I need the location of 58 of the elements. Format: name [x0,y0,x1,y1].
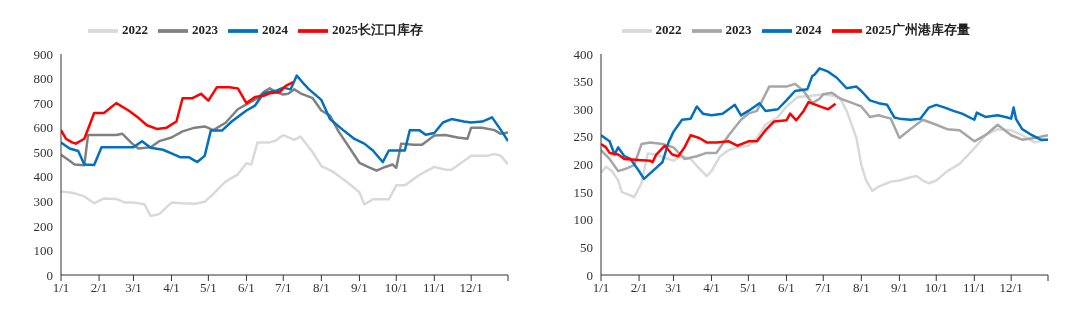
x-tick-label: 12/1 [999,280,1023,296]
x-tick-label: 5/1 [740,280,757,296]
x-tick-label: 10/1 [384,280,408,296]
x-tick-label: 3/1 [125,280,142,296]
x-tick-label: 6/1 [778,280,795,296]
y-tick-label: 600 [33,120,53,136]
x-tick-label: 5/1 [200,280,217,296]
y-tick-label: 700 [33,95,53,111]
x-tick-label: 11/1 [423,280,446,296]
y-tick-label: 0 [46,267,53,283]
x-tick-label: 2/1 [630,280,648,296]
legend-label: 2023 [192,21,218,37]
x-tick-label: 1/1 [592,280,610,296]
y-tick-label: 800 [33,71,53,87]
x-tick-label: 4/1 [703,280,720,296]
y-tick-label: 150 [573,184,593,200]
y-tick-label: 500 [33,144,53,160]
y-tick-label: 300 [33,193,53,209]
y-tick-label: 100 [573,212,593,228]
x-tick-label: 10/1 [924,280,948,296]
y-tick-label: 400 [33,169,53,185]
y-tick-label: 300 [573,101,593,117]
x-tick-label: 4/1 [163,280,180,296]
legend-label: 2022 [122,21,148,37]
x-tick-label: 1/1 [52,280,70,296]
y-tick-label: 200 [573,157,593,173]
x-tick-label: 7/1 [814,280,832,296]
legend-label: 2023 [725,21,752,37]
y-tick-label: 900 [33,46,53,62]
x-tick-label: 12/1 [459,280,483,296]
x-tick-label: 2/1 [90,280,108,296]
legend-label: 2025长江口库存 [332,21,423,37]
x-tick-label: 3/1 [665,280,682,296]
legend-label: 2024 [262,21,288,37]
legend-label: 2024 [795,21,822,37]
x-tick-label: 11/1 [963,280,986,296]
y-tick-label: 350 [573,74,593,90]
x-tick-label: 9/1 [891,280,908,296]
line-series [601,100,837,164]
line-series [61,74,508,167]
x-tick-label: 9/1 [351,280,368,296]
legend-label: 2022 [655,21,682,37]
y-tick-label: 250 [573,129,593,145]
line-series [61,80,295,145]
y-tick-label: 50 [580,239,593,255]
legend-label: 2025广州港库存量 [865,21,970,37]
x-tick-label: 8/1 [313,280,330,296]
x-tick-label: 8/1 [853,280,870,296]
y-tick-label: 100 [33,243,53,259]
line-series [61,133,508,218]
line-series [61,87,508,172]
y-tick-label: 0 [586,267,593,283]
y-tick-label: 200 [33,218,53,234]
line-series [601,67,1048,181]
x-tick-label: 6/1 [238,280,255,296]
y-tick-label: 400 [573,46,593,62]
line-series [601,82,1048,173]
x-tick-label: 7/1 [274,280,292,296]
